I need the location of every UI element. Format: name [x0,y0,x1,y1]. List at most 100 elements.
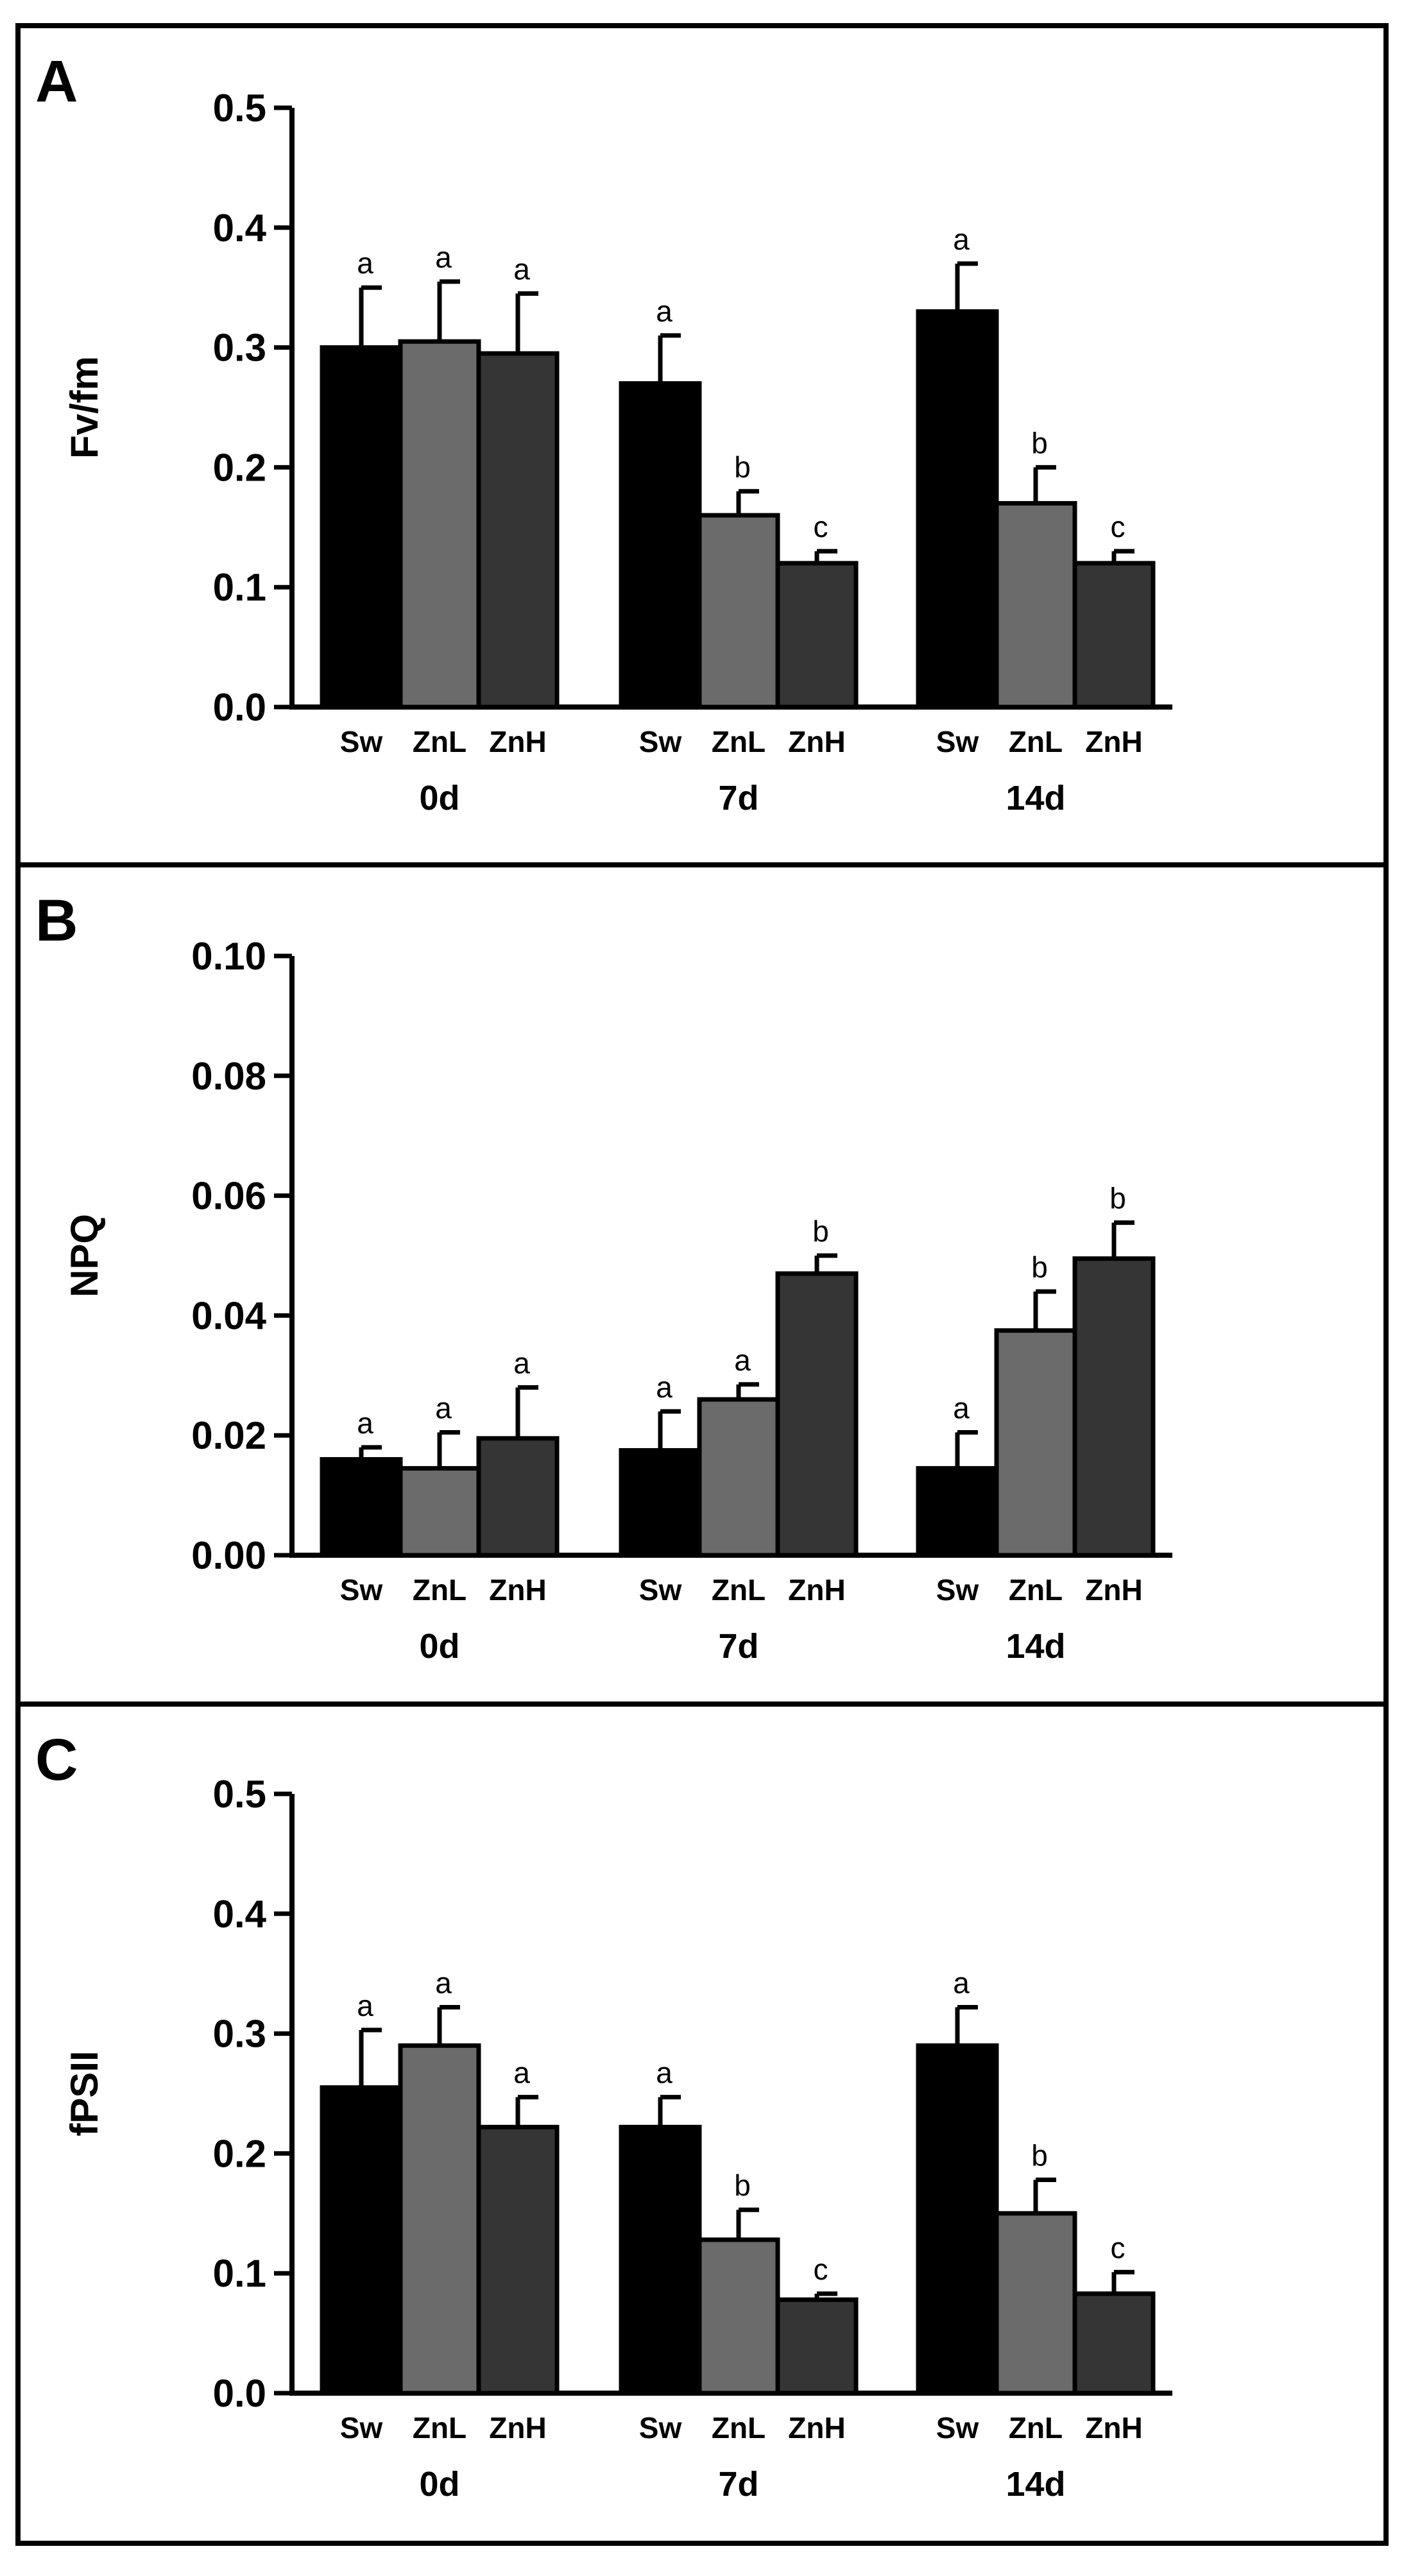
y-tick-label: 0.02 [191,1414,266,1457]
category-label: Sw [340,2411,383,2444]
y-tick-label: 0.00 [191,1534,266,1577]
y-tick-label: 0.5 [213,1773,266,1816]
significance-label: c [1111,510,1126,543]
category-label: ZnL [413,1573,467,1607]
category-label: ZnL [712,2411,766,2444]
category-label: Sw [340,725,383,758]
bar-znh [476,1436,560,1558]
panel-letter: A [35,49,78,114]
bar-sw [916,2043,999,2396]
bar-sw [320,345,403,710]
significance-label: a [656,2056,672,2090]
bar-sw [916,1466,999,1558]
significance-label: b [1031,426,1048,459]
significance-label: a [656,1370,672,1404]
y-tick-label: 0.0 [213,2372,266,2415]
bar-sw [320,2085,403,2396]
bar-znl [994,500,1077,710]
group-label: 7d [718,2465,758,2503]
group-label: 14d [1006,779,1065,817]
y-tick-label: 0.5 [213,87,266,130]
significance-label: a [435,241,452,274]
category-label: Sw [936,1573,979,1607]
y-tick-label: 0.2 [213,446,266,489]
category-label: Sw [639,2411,682,2444]
category-label: ZnH [489,725,546,758]
significance-label: a [953,223,970,256]
significance-label: b [1031,1250,1048,1284]
bar-sw [916,309,999,710]
bar-sw [619,381,702,710]
category-label: Sw [936,2411,979,2444]
significance-label: b [812,1215,829,1248]
significance-label: a [435,1966,452,2000]
significance-label: a [734,1343,751,1377]
y-tick-label: 0.3 [213,2013,266,2056]
bar-znh [775,561,859,710]
y-tick-label: 0.4 [213,1893,267,1936]
category-label: ZnH [1085,1573,1142,1607]
significance-label: c [814,510,828,543]
significance-label: a [953,1966,970,2000]
category-label: ZnH [788,1573,845,1607]
bar-znl [398,2043,481,2396]
y-tick-label: 0.4 [213,207,267,250]
significance-label: b [734,2169,751,2202]
significance-label: a [357,246,373,280]
group-label: 14d [1006,1627,1065,1666]
category-label: ZnL [712,725,766,758]
bar-znl [398,339,481,710]
bar-sw [619,2124,702,2396]
group-label: 0d [419,1627,459,1666]
significance-label: a [513,253,530,286]
bar-znl [398,1466,481,1558]
bar-znh [775,1271,859,1558]
bar-znl [697,2237,780,2396]
bar-sw [619,1448,702,1558]
category-label: ZnH [1085,2411,1142,2444]
bar-znh [476,2124,560,2396]
significance-label: a [953,1392,970,1425]
category-label: ZnL [413,2411,467,2444]
significance-label: a [513,1346,530,1379]
bar-znh [775,2297,859,2396]
group-label: 14d [1006,2465,1065,2503]
bar-znl [697,1397,780,1558]
y-tick-label: 0.0 [213,686,266,729]
group-label: 7d [718,779,758,817]
category-label: Sw [639,1573,682,1607]
significance-label: c [814,2253,828,2286]
category-label: ZnH [489,1573,546,1607]
y-tick-label: 0.08 [191,1055,266,1098]
bar-znl [994,1328,1077,1558]
y-axis-title: NPQ [63,1214,106,1297]
y-axis-title: fPSII [63,2051,106,2136]
category-label: ZnL [1009,1573,1063,1607]
panel-letter: B [35,888,78,953]
y-axis-title: Fv/fm [63,356,106,459]
y-tick-label: 0.3 [213,327,266,370]
figure-frame [15,23,1389,2546]
category-label: ZnL [1009,725,1063,758]
bar-sw [320,1457,403,1558]
group-label: 0d [419,779,459,817]
significance-label: a [513,2056,530,2090]
bar-znl [697,513,780,710]
bar-znh [476,351,560,710]
significance-label: b [1031,2138,1048,2172]
category-label: ZnH [489,2411,546,2444]
category-label: ZnL [413,725,467,758]
y-tick-label: 0.1 [213,2252,266,2295]
category-label: Sw [340,1573,383,1607]
category-label: ZnH [788,2411,845,2444]
significance-label: a [435,1392,452,1425]
y-tick-label: 0.06 [191,1175,266,1218]
significance-label: a [357,1406,373,1440]
category-label: Sw [936,725,979,758]
significance-label: b [1109,1182,1126,1215]
bar-znh [1072,1256,1156,1558]
significance-label: c [1111,2231,1126,2264]
category-label: ZnH [1085,725,1142,758]
